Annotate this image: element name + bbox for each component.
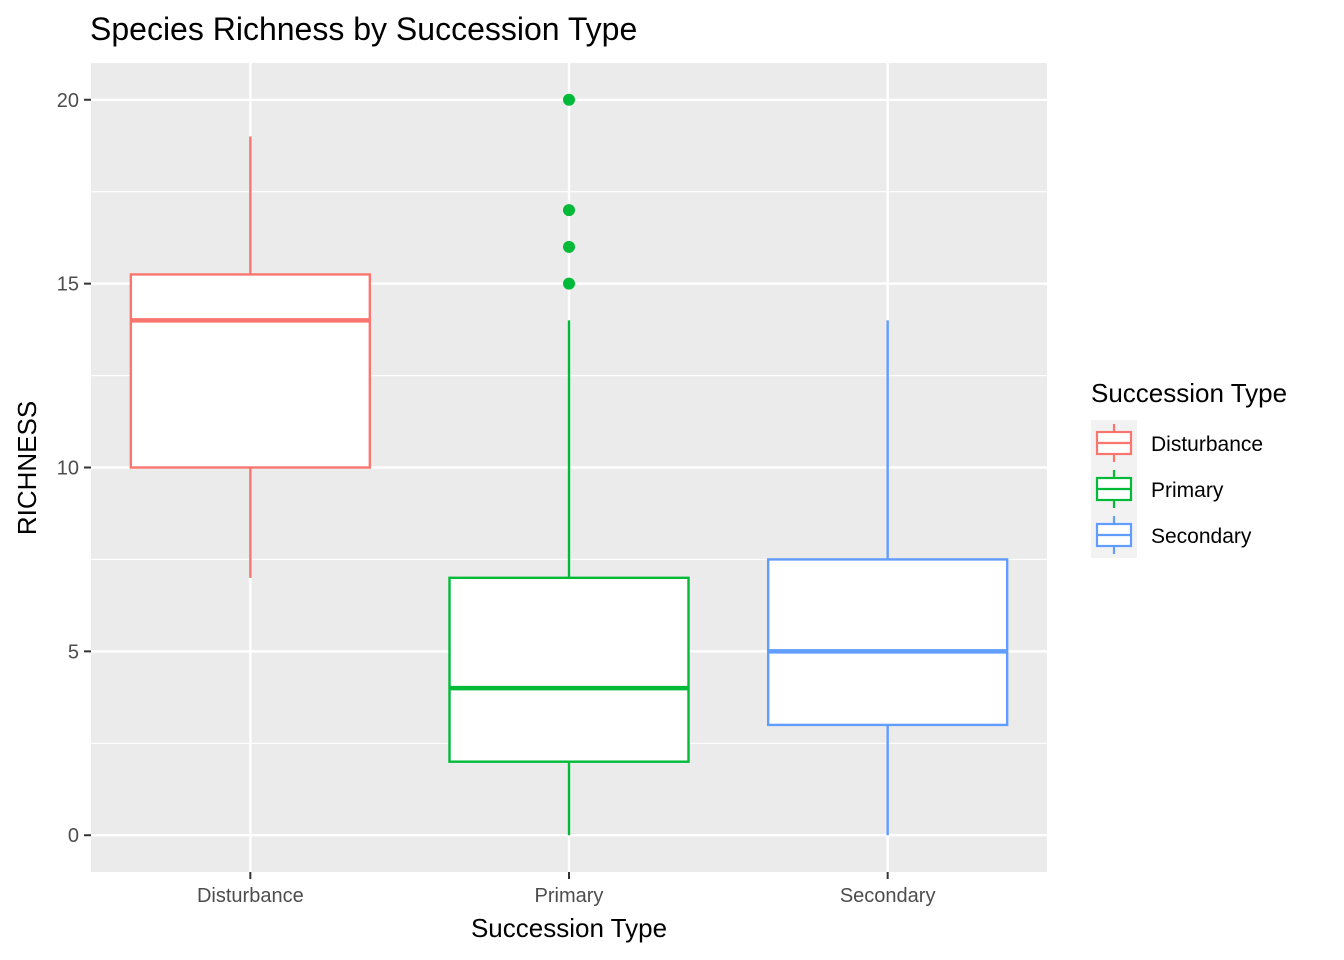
box-disturbance xyxy=(129,136,372,578)
iqr-box xyxy=(766,558,1009,727)
legend-key-primary xyxy=(1095,470,1133,508)
y-tick-label: 15 xyxy=(57,274,79,296)
y-axis: 0 5 10 15 20 xyxy=(57,90,91,847)
outlier-point xyxy=(563,277,575,290)
legend: Succession Type Disturbance Primary Second… xyxy=(1091,378,1287,558)
legend-title: Succession Type xyxy=(1091,378,1287,408)
y-tick-label: 10 xyxy=(57,458,79,480)
iqr-box xyxy=(448,576,690,763)
outlier-point xyxy=(563,204,575,217)
legend-label: Secondary xyxy=(1151,525,1252,548)
iqr-box xyxy=(129,273,372,469)
box-secondary xyxy=(766,320,1009,836)
legend-label: Primary xyxy=(1151,479,1224,502)
chart-title: Species Richness by Succession Type xyxy=(90,11,637,47)
outlier-point xyxy=(563,93,575,106)
y-tick-label: 5 xyxy=(68,641,79,663)
x-tick-label: Disturbance xyxy=(197,885,304,907)
y-axis-title: RICHNESS xyxy=(12,401,42,535)
x-tick-label: Secondary xyxy=(840,885,936,907)
legend-key-disturbance xyxy=(1095,424,1133,462)
outlier-point xyxy=(563,240,575,253)
x-axis-title: Succession Type xyxy=(471,913,667,943)
x-tick-label: Primary xyxy=(535,885,604,907)
box-primary xyxy=(448,93,690,836)
legend-label: Disturbance xyxy=(1151,433,1263,456)
y-tick-label: 20 xyxy=(57,90,79,112)
x-axis: Disturbance Primary Secondary xyxy=(197,872,936,907)
boxes xyxy=(129,93,1009,836)
legend-key-secondary xyxy=(1095,516,1133,554)
y-tick-label: 0 xyxy=(68,825,79,847)
